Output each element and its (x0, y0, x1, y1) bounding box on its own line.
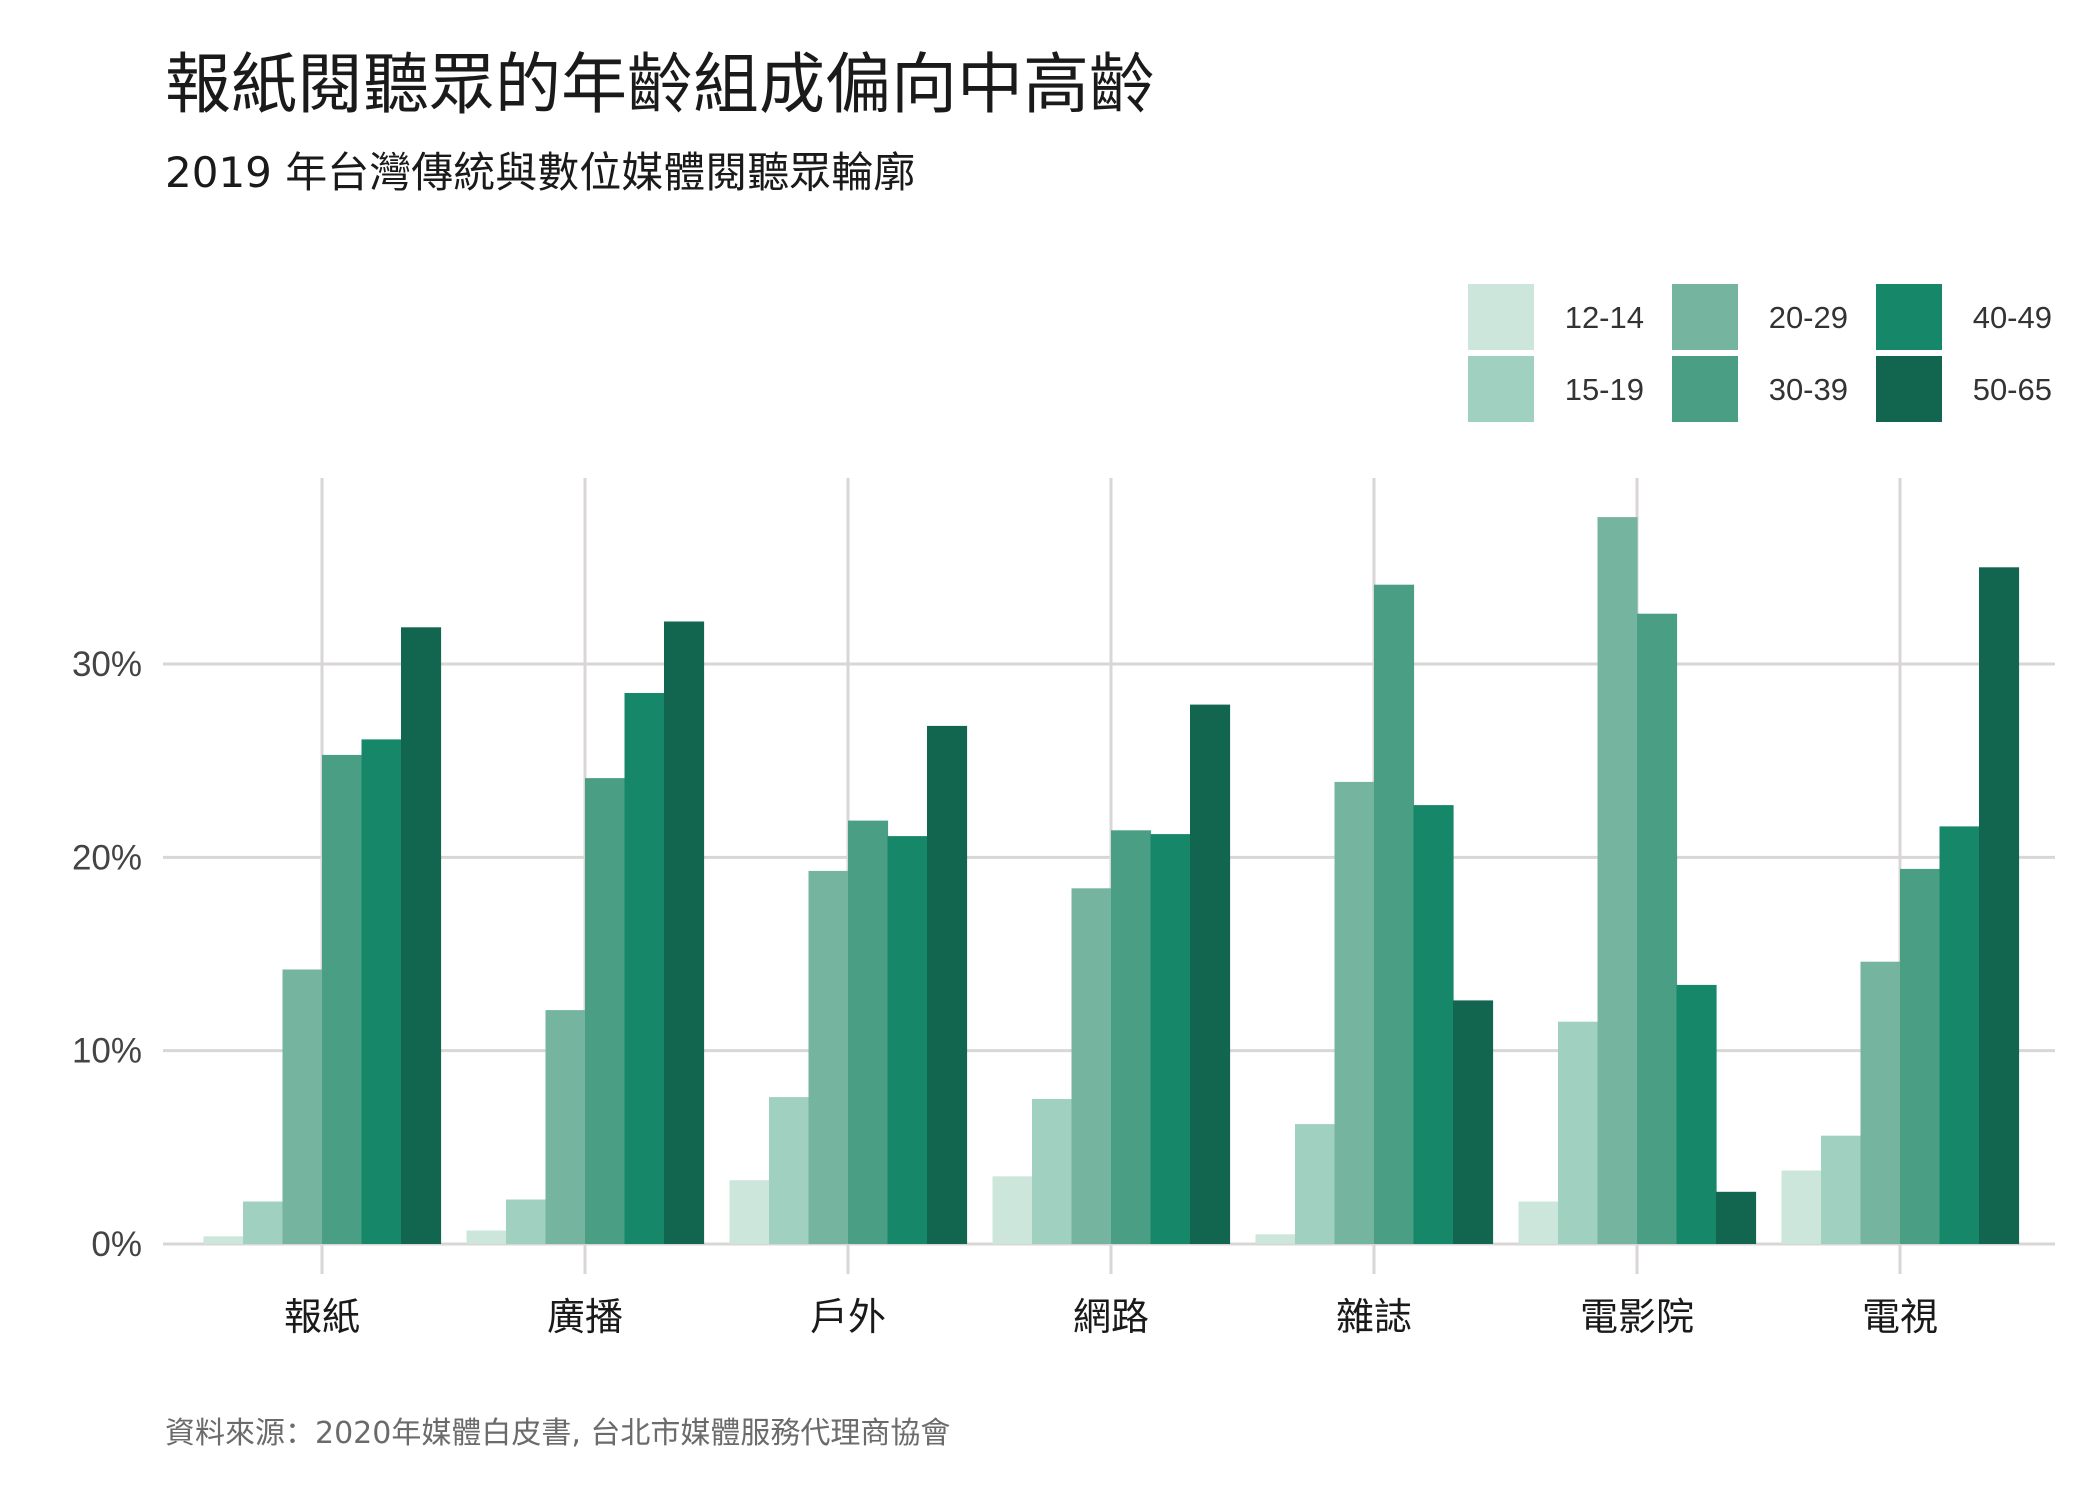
bar-12-14-電影院 (1518, 1201, 1559, 1244)
legend: 12-14 15-19 20-29 30-39 40-49 50-65 (1468, 284, 2052, 422)
legend-swatch-30-39 (1672, 356, 1738, 422)
source-caption: 資料來源：2020年媒體白皮書, 台北市媒體服務代理商協會 (165, 1416, 951, 1451)
bar-40-49-戶外 (887, 836, 928, 1244)
bar-30-39-電影院 (1637, 613, 1678, 1244)
bar-20-29-戶外 (808, 870, 849, 1244)
bar-12-14-廣播 (466, 1230, 507, 1244)
bar-40-49-廣播 (624, 693, 665, 1244)
bar-40-49-電影院 (1676, 984, 1717, 1244)
bar-40-49-報紙 (361, 739, 402, 1244)
bar-20-29-報紙 (282, 969, 323, 1244)
bar-50-65-廣播 (664, 621, 705, 1244)
bar-12-14-戶外 (729, 1180, 770, 1244)
x-tick-label: 網路 (1073, 1295, 1149, 1339)
x-tick-label: 雜誌 (1336, 1295, 1412, 1339)
y-tick-label: 10% (72, 1032, 142, 1071)
bar-15-19-電視 (1821, 1135, 1862, 1244)
bar-30-39-報紙 (322, 754, 363, 1244)
legend-label-30-39: 30-39 (1769, 372, 1848, 407)
bar-50-65-戶外 (927, 725, 968, 1244)
bar-20-29-電影院 (1597, 517, 1638, 1244)
bar-15-19-戶外 (769, 1097, 810, 1244)
axis-labels: 0% 10% 20% 30% 報紙 廣播 戶外 網路 雜誌 電影院 電視 (72, 645, 1938, 1339)
bar-12-14-網路 (992, 1176, 1033, 1244)
legend-label-40-49: 40-49 (1973, 300, 2052, 335)
legend-swatch-12-14 (1468, 284, 1534, 350)
legend-label-50-65: 50-65 (1973, 372, 2052, 407)
bars (203, 517, 2020, 1244)
bar-15-19-雜誌 (1295, 1124, 1336, 1244)
chart-title: 報紙閱聽眾的年齡組成偏向中高齡 (165, 46, 1155, 123)
bar-30-39-戶外 (848, 820, 889, 1244)
x-tick-label: 廣播 (547, 1295, 623, 1339)
y-tick-label: 20% (72, 838, 142, 877)
bar-50-65-報紙 (401, 627, 442, 1244)
y-tick-label: 30% (72, 645, 142, 684)
x-tick-label: 戶外 (810, 1295, 886, 1339)
bar-15-19-廣播 (506, 1199, 547, 1244)
legend-label-12-14: 12-14 (1565, 300, 1644, 335)
bar-12-14-電視 (1781, 1170, 1822, 1244)
legend-swatch-50-65 (1876, 356, 1942, 422)
bar-12-14-報紙 (203, 1236, 244, 1244)
bar-30-39-廣播 (585, 778, 626, 1244)
bar-12-14-雜誌 (1255, 1234, 1296, 1244)
bar-15-19-電影院 (1558, 1021, 1599, 1244)
bar-30-39-雜誌 (1374, 584, 1415, 1244)
legend-label-20-29: 20-29 (1769, 300, 1848, 335)
bar-50-65-電影院 (1716, 1191, 1757, 1244)
bar-40-49-網路 (1150, 834, 1191, 1244)
chart-subtitle: 2019 年台灣傳統與數位媒體閱聽眾輪廓 (165, 148, 916, 197)
bar-20-29-雜誌 (1334, 781, 1375, 1244)
bar-20-29-網路 (1071, 888, 1112, 1244)
bar-15-19-報紙 (243, 1201, 284, 1244)
bar-30-39-網路 (1111, 830, 1152, 1244)
legend-swatch-20-29 (1672, 284, 1738, 350)
legend-swatch-15-19 (1468, 356, 1534, 422)
x-tick-label: 電影院 (1580, 1295, 1694, 1339)
bar-30-39-電視 (1900, 868, 1941, 1244)
bar-40-49-電視 (1939, 826, 1980, 1244)
legend-swatch-40-49 (1876, 284, 1942, 350)
legend-label-15-19: 15-19 (1565, 372, 1644, 407)
x-tick-label: 報紙 (284, 1295, 360, 1339)
y-tick-label: 0% (91, 1225, 142, 1264)
bar-40-49-雜誌 (1413, 805, 1454, 1244)
bar-50-65-雜誌 (1453, 1000, 1494, 1244)
bar-20-29-電視 (1860, 961, 1901, 1244)
bar-15-19-網路 (1032, 1099, 1073, 1244)
bar-50-65-網路 (1190, 704, 1231, 1244)
bar-50-65-電視 (1979, 567, 2020, 1244)
x-tick-label: 電視 (1862, 1295, 1938, 1339)
bar-20-29-廣播 (545, 1010, 586, 1244)
